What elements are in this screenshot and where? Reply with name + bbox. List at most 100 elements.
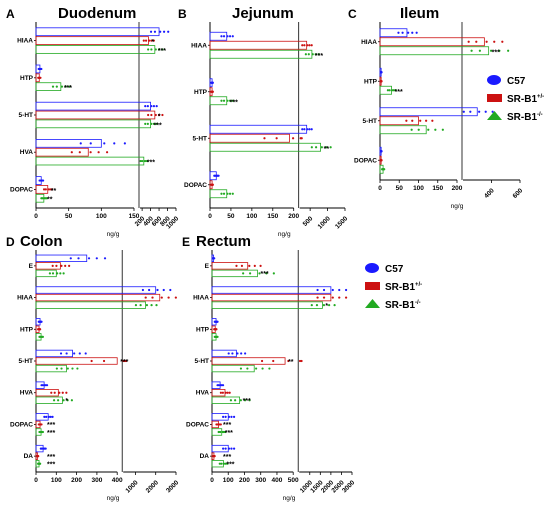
data-point: [322, 304, 326, 307]
data-point: [150, 39, 153, 42]
data-point: [154, 113, 157, 117]
bar-c57: [379, 107, 478, 117]
bar-sr-b1-: [209, 133, 290, 143]
x-axis-label: ng/g: [107, 231, 120, 238]
category-label: HTP: [20, 75, 34, 82]
data-point: [84, 352, 87, 355]
data-point: [317, 53, 320, 56]
data-point: [226, 35, 229, 38]
data-point: [226, 99, 229, 102]
data-point: [48, 188, 52, 191]
data-point: [220, 35, 223, 38]
category-label: HVA: [20, 390, 34, 397]
data-point: [470, 49, 473, 52]
legend-label-base: SR-B1: [385, 282, 415, 293]
data-point: [148, 288, 151, 292]
data-point: [144, 39, 148, 42]
bar-sr-b1-: [35, 45, 156, 54]
data-point: [142, 39, 145, 42]
bar-sr-b1-: [211, 357, 286, 365]
data-point: [507, 49, 510, 52]
x-tick-label: 3000: [165, 479, 180, 494]
data-point: [211, 183, 214, 186]
x-tick-label: 2000: [145, 479, 160, 494]
data-point: [40, 423, 43, 426]
data-point: [222, 35, 226, 38]
data-point: [498, 49, 501, 52]
data-point: [303, 44, 306, 47]
x-tick-label: 200: [239, 477, 250, 484]
x-tick-label: 500: [288, 477, 299, 484]
data-point: [64, 85, 67, 88]
data-point: [425, 119, 428, 122]
data-point: [39, 76, 42, 79]
data-point: [62, 272, 65, 275]
data-point: [155, 304, 158, 307]
data-point: [230, 415, 233, 418]
data-point: [150, 122, 153, 125]
data-point: [65, 352, 68, 355]
category-label: 5-HT: [193, 135, 207, 142]
data-point: [259, 264, 262, 267]
bar-sr-b1-: [211, 293, 332, 302]
legend-marker-square: [487, 94, 502, 102]
data-point: [405, 119, 408, 122]
bar-sr-b1-: [379, 46, 490, 56]
data-point: [55, 264, 58, 267]
data-point: [41, 335, 45, 338]
category-label: HTP: [196, 326, 210, 333]
data-point: [113, 142, 116, 145]
data-point: [69, 257, 72, 260]
bar-sr-b1-: [35, 156, 145, 166]
data-point: [66, 367, 69, 370]
x-tick-label: 400: [112, 477, 123, 484]
data-point: [236, 352, 239, 355]
bar-sr-b1-: [35, 293, 161, 302]
data-point: [61, 391, 64, 394]
category-label: HIAA: [191, 42, 207, 49]
data-point: [211, 90, 214, 93]
data-point: [397, 31, 400, 34]
x-tick-label: 0: [210, 477, 214, 484]
category-label: DOPAC: [184, 182, 207, 189]
data-point: [150, 105, 153, 108]
bar-sr-b1-: [35, 147, 89, 157]
data-point: [41, 384, 44, 387]
data-point: [226, 462, 229, 465]
bar-sr-b1-: [211, 269, 258, 278]
data-point: [242, 272, 245, 275]
x-tick-label: 400: [272, 477, 283, 484]
data-point: [146, 159, 149, 163]
significance-marker: ***: [260, 271, 268, 278]
legend-label: C57: [385, 264, 404, 275]
data-point: [59, 352, 63, 355]
data-point: [216, 335, 219, 338]
data-point: [220, 192, 223, 195]
data-point: [475, 40, 478, 43]
significance-marker: **: [288, 359, 294, 366]
data-point: [66, 399, 69, 402]
data-point: [263, 137, 266, 140]
data-point: [161, 48, 164, 51]
data-point: [265, 272, 268, 275]
x-tick-label: 1000: [317, 215, 332, 230]
data-point: [48, 272, 52, 275]
data-point: [47, 188, 50, 191]
significance-marker: ***: [395, 89, 403, 96]
data-point: [134, 304, 138, 307]
data-point: [308, 128, 311, 131]
data-point: [310, 44, 313, 47]
x-axis-label: ng/g: [278, 231, 291, 238]
data-point: [51, 264, 54, 267]
data-point: [89, 142, 92, 145]
data-point: [462, 110, 465, 113]
panel-title: Ileum: [400, 5, 439, 22]
data-point: [410, 128, 413, 131]
significance-marker: ***: [64, 85, 72, 92]
legend-marker-triangle: [487, 111, 502, 120]
x-tick-label: 0: [34, 477, 38, 484]
data-point: [222, 447, 225, 450]
legend-label: SR-B1-/-: [385, 300, 421, 311]
